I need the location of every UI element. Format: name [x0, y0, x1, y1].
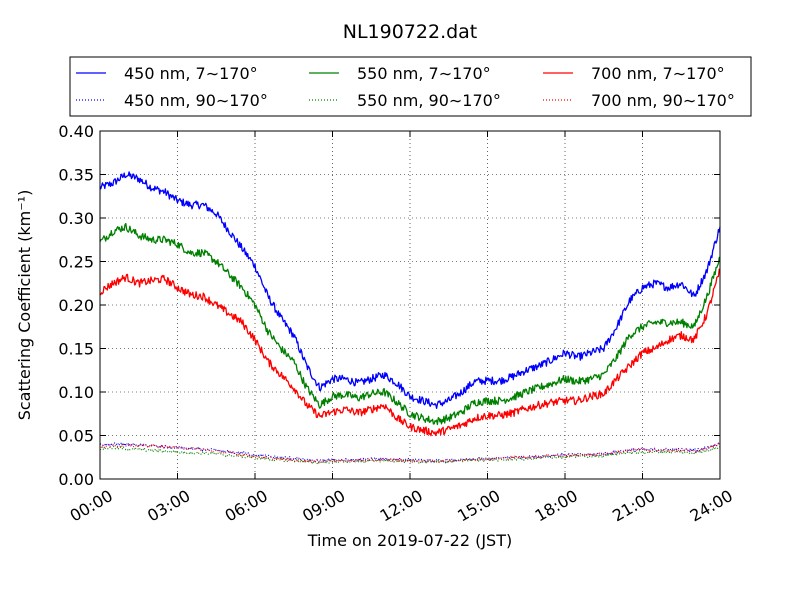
- legend-label: 450 nm, 90∼170°: [124, 91, 268, 110]
- x-axis-label: Time on 2019-07-22 (JST): [307, 531, 512, 550]
- legend-box: [69, 56, 752, 117]
- series-group: [99, 171, 721, 465]
- y-tick-label: 0.35: [58, 166, 94, 185]
- series-line-0: [99, 171, 721, 410]
- y-tick-label: 0.05: [58, 427, 94, 446]
- y-tick-label: 0.30: [58, 209, 94, 228]
- y-tick-label: 0.25: [58, 253, 94, 272]
- legend-label: 700 nm, 7∼170°: [591, 64, 725, 83]
- legend-label: 700 nm, 90∼170°: [591, 91, 735, 110]
- series-line-4: [99, 445, 721, 465]
- y-axis-label: Scattering Coefficient (km⁻¹): [15, 190, 34, 421]
- legend-label: 550 nm, 90∼170°: [357, 91, 501, 110]
- chart-title: NL190722.dat: [343, 21, 478, 43]
- series-line-1: [99, 222, 721, 426]
- y-tick-label: 0.15: [58, 340, 94, 359]
- y-tick-label: 0.40: [58, 122, 94, 141]
- y-ticks: 0.00 0.05 0.10 0.15 0.20 0.25 0.30 0.35 0.40: [58, 122, 720, 489]
- series-line-2: [99, 268, 721, 437]
- series-line-3: [99, 442, 721, 463]
- y-tick-label: 0.20: [58, 296, 94, 315]
- grid: [100, 131, 720, 479]
- series-line-5: [99, 443, 721, 464]
- legend-label: 450 nm, 7∼170°: [124, 64, 258, 83]
- y-tick-label: 0.00: [58, 470, 94, 489]
- y-tick-label: 0.10: [58, 383, 94, 402]
- legend-label: 550 nm, 7∼170°: [357, 64, 491, 83]
- legend: 450 nm, 7∼170° 550 nm, 7∼170° 700 nm, 7∼17…: [69, 56, 752, 117]
